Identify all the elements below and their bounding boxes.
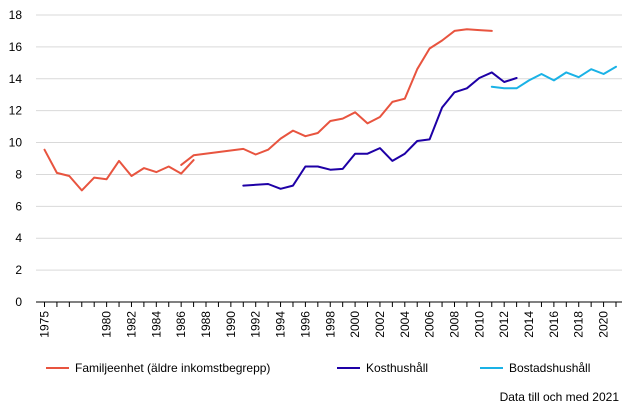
x-tick-label: 1994	[274, 311, 288, 338]
series-line-0	[180, 28, 493, 166]
y-axis-ticks: 0 2 4 6 8 10 12 14 16 18	[9, 8, 23, 309]
legend-label-familjeenhet: Familjeenhet (äldre inkomstbegrepp)	[75, 361, 271, 375]
y-tick-label: 10	[9, 136, 23, 150]
x-tick-label: 1992	[249, 311, 263, 338]
x-axis-ticks: 1975 1980 1982 1984 1986 1988 1990 1992 1994 1996…	[38, 302, 617, 338]
legend-item-familjeenhet: Familjeenhet (äldre inkomstbegrepp)	[46, 361, 270, 375]
legend-swatch-kosthushall	[337, 367, 360, 369]
legend-swatch-familjeenhet	[46, 367, 69, 369]
y-tick-label: 2	[15, 263, 22, 277]
x-tick-label: 1990	[224, 311, 238, 338]
legend-item-bostadshushall: Bostadshushåll	[480, 361, 590, 375]
y-tick-label: 4	[15, 231, 22, 245]
legend: Familjeenhet (äldre inkomstbegrepp) Kost…	[0, 361, 643, 381]
x-tick-label: 2010	[472, 311, 486, 338]
y-tick-label: 0	[15, 295, 22, 309]
y-tick-label: 6	[15, 199, 22, 213]
series-lines	[43, 28, 617, 192]
x-tick-label: 1986	[174, 311, 188, 338]
x-tick-label: 1988	[199, 311, 213, 338]
x-tick-label: 2012	[497, 311, 511, 338]
x-tick-label: 2000	[348, 311, 362, 338]
series-line-0	[43, 148, 195, 192]
x-tick-label: 2006	[423, 311, 437, 338]
x-tick-label: 1984	[149, 311, 163, 338]
x-tick-label: 1980	[100, 311, 114, 338]
x-tick-label: 2004	[398, 311, 412, 338]
x-tick-label: 2018	[572, 311, 586, 338]
series-line-1	[242, 71, 518, 190]
y-tick-label: 16	[9, 40, 23, 54]
x-tick-label: 2020	[597, 311, 611, 338]
x-tick-label: 1975	[38, 311, 52, 338]
y-tick-label: 18	[9, 8, 23, 22]
grid-lines	[36, 14, 622, 271]
legend-swatch-bostadshushall	[480, 367, 503, 369]
x-tick-label: 1982	[124, 311, 138, 338]
y-tick-label: 12	[9, 104, 23, 118]
legend-label-kosthushall: Kosthushåll	[366, 361, 429, 375]
x-tick-label: 2008	[447, 311, 461, 338]
x-tick-label: 2014	[522, 311, 536, 338]
x-tick-label: 2002	[373, 311, 387, 338]
legend-label-bostadshushall: Bostadshushåll	[509, 361, 591, 375]
legend-item-kosthushall: Kosthushåll	[337, 361, 428, 375]
line-chart: 0 2 4 6 8 10 12 14 16 18 1975 1980 1982 1984 1986 1988…	[9, 8, 622, 338]
x-tick-label: 2016	[547, 311, 561, 338]
series-line-2	[490, 65, 617, 90]
x-tick-label: 1996	[298, 311, 312, 338]
y-tick-label: 8	[15, 167, 22, 181]
y-tick-label: 14	[9, 72, 23, 86]
x-tick-label: 1998	[323, 311, 337, 338]
data-note: Data till och med 2021	[499, 390, 619, 404]
